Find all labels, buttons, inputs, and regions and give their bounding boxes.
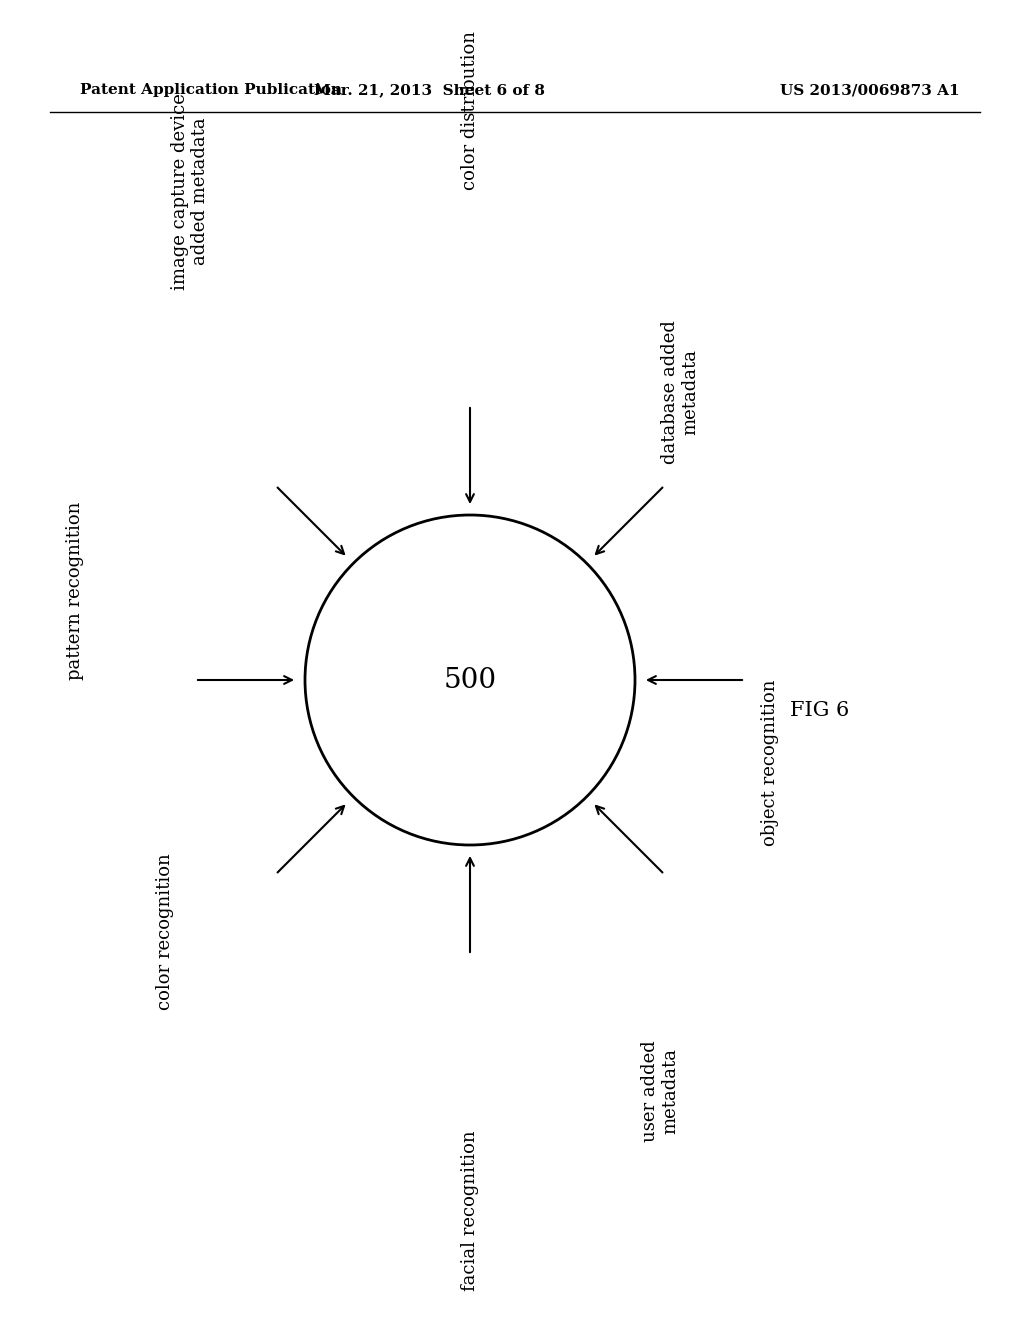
Text: pattern recognition: pattern recognition [66, 502, 84, 680]
Text: color recognition: color recognition [156, 853, 174, 1010]
Text: user added
metadata: user added metadata [641, 1040, 679, 1142]
Text: color distribution: color distribution [461, 30, 479, 190]
Text: 500: 500 [443, 667, 497, 693]
Text: US 2013/0069873 A1: US 2013/0069873 A1 [780, 83, 959, 96]
Text: FIG 6: FIG 6 [791, 701, 850, 719]
Text: image capture device
added metadata: image capture device added metadata [171, 94, 209, 290]
Text: Patent Application Publication: Patent Application Publication [80, 83, 342, 96]
Text: facial recognition: facial recognition [461, 1130, 479, 1291]
Text: object recognition: object recognition [761, 680, 779, 846]
Text: Mar. 21, 2013  Sheet 6 of 8: Mar. 21, 2013 Sheet 6 of 8 [314, 83, 546, 96]
Text: database added
metadata: database added metadata [660, 319, 699, 463]
